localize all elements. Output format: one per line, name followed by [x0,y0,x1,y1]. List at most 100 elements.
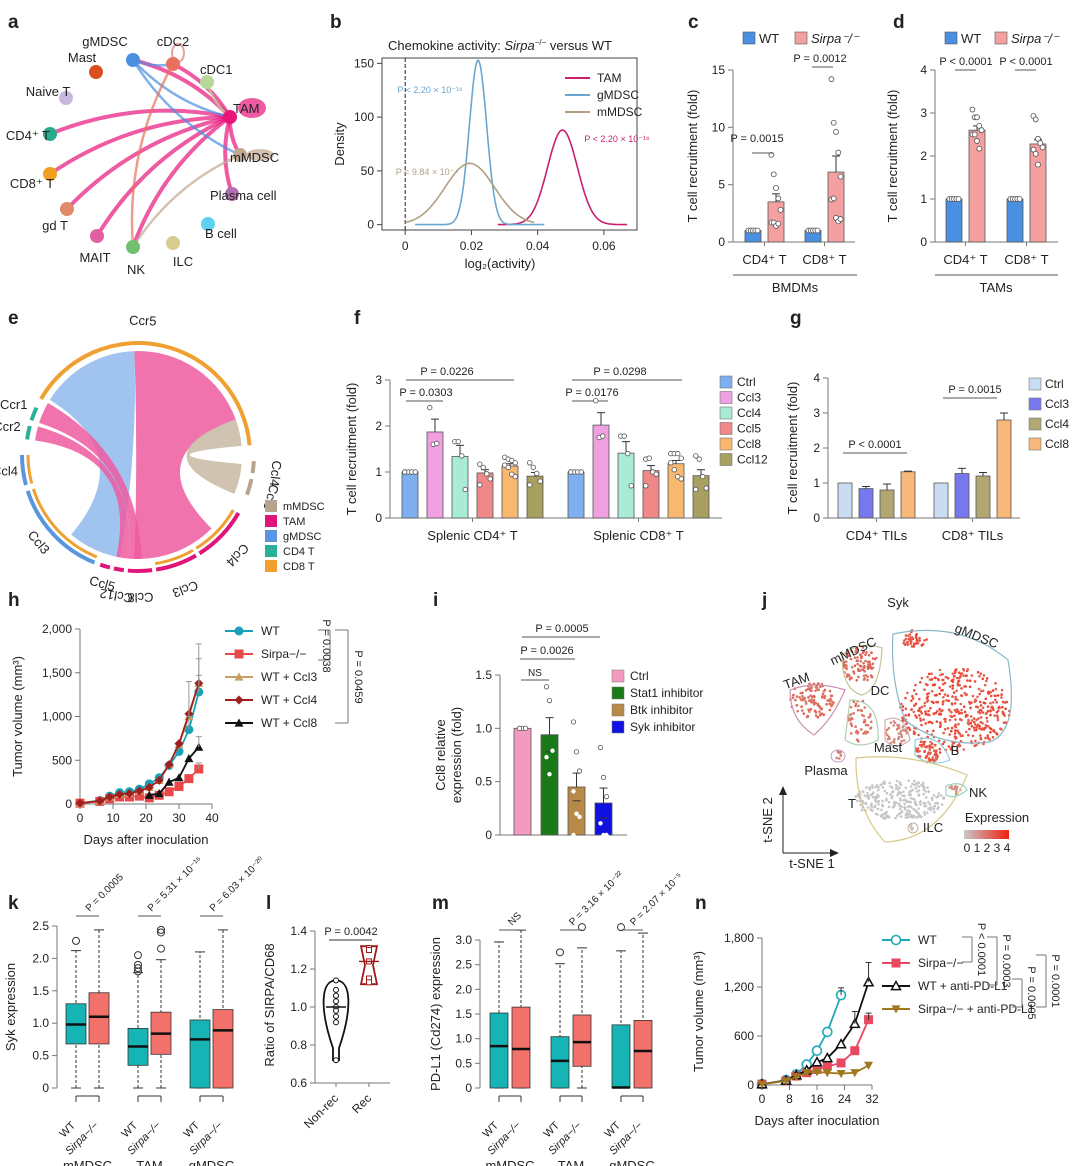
network-node [43,167,57,181]
data-point [976,145,983,152]
cell-point [953,708,957,712]
cell-point [861,646,865,649]
cell-point [885,814,889,818]
cell-point [979,704,983,707]
cell-point [928,713,931,717]
cell-point [827,699,831,702]
cell-point [899,799,902,802]
cell-point [936,710,939,713]
cell-point [904,707,908,711]
data-point [487,476,493,482]
network-node [200,75,214,89]
h-y-tick-label: 1,000 [42,710,72,724]
cell-point [850,666,854,669]
cell-point [869,713,872,716]
cell-point [853,664,857,667]
cell-point [973,720,976,724]
data-marker [781,1077,791,1086]
cell-point [950,702,954,705]
bar-Ccl8 [900,471,916,519]
n-y-tick-label: 1,800 [724,931,754,945]
cell-point [905,731,908,735]
cell-point [978,711,982,715]
data-point [1039,144,1046,151]
panel-label-m: m [432,893,449,914]
network-edge [131,115,232,248]
legend-marker [890,979,902,991]
cell-point [863,794,866,797]
cell-point [927,672,931,676]
cell-point [900,740,904,743]
data-point [543,684,550,690]
cell-point [902,799,905,802]
cell-point [904,813,908,816]
cell-point [948,733,951,736]
cell-point [899,807,902,811]
cell-point [903,802,906,806]
cell-point [904,637,908,641]
cell-point [930,672,933,675]
cluster-gMDSC-top [902,629,928,648]
sector-label: Ccl5 [88,573,117,595]
cell-point [881,799,884,803]
cell-point [950,726,954,730]
cell-point [874,812,878,816]
cell-point [939,709,943,713]
cell-point [981,677,985,681]
cell-point [922,792,925,796]
cell-point [937,792,941,795]
cell-point [951,743,954,747]
cell-point [917,785,920,788]
cell-point [973,744,976,748]
cell-point [897,724,901,727]
violin [359,945,379,986]
data-point [333,1019,339,1026]
cell-point [886,733,889,737]
data-point [333,998,339,1005]
data-point [1032,116,1039,123]
cell-point [960,708,963,712]
cell-point [839,753,843,757]
p-value: P < 0.0001 [939,56,992,68]
cell-point [956,676,959,680]
cell-point [806,687,810,691]
cell-point [981,722,984,725]
legend-label: Ccl8 [737,437,761,451]
cell-point [924,712,928,716]
sector-arc-Ccl5 [99,562,111,570]
legend-swatch [611,669,625,683]
cell-point [936,801,939,805]
cell-point [956,729,959,732]
cell-point [963,691,967,695]
cell-point [997,705,1001,709]
sector-label: Ccr1 [0,397,27,412]
density-curve-TAM [497,129,628,226]
cell-point [924,710,927,713]
outlier [72,936,80,945]
c-y-tick-label: 5 [718,178,725,192]
cell-point [849,718,852,722]
l-y-tick-label: 1.0 [290,1000,307,1014]
cell-point [893,804,897,807]
cell-point [924,790,928,793]
cell-point [936,755,940,758]
data-point [593,398,599,404]
cell-point [974,739,977,743]
cell-point [1003,714,1006,717]
cell-point [960,672,964,675]
cell-point [864,801,868,805]
legend-label: mMDSC [597,105,643,119]
legend-marker [234,695,244,705]
cell-point [924,722,928,725]
data-point [775,220,782,227]
box-Sirpa−/− [633,1020,653,1089]
data-point [625,450,631,457]
cell-point [916,747,920,750]
cell-point [926,811,929,815]
cell-point [975,705,978,709]
data-point [978,127,985,134]
cell-point [903,639,906,642]
colorbar-tick-label: 3 [994,841,1001,855]
group-label: mMDSC [485,1158,534,1166]
cell-point [890,791,894,794]
